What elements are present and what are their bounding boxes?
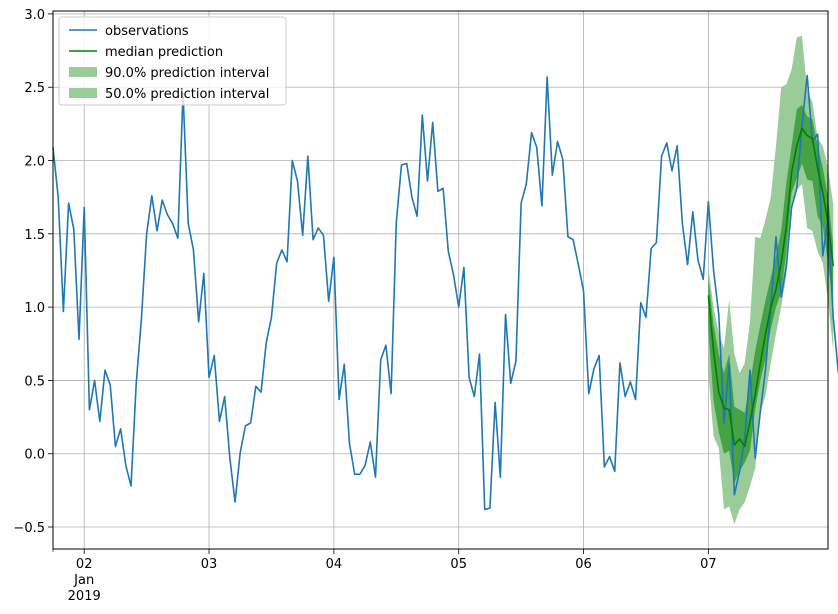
x-tick-label: 02 bbox=[76, 557, 93, 572]
median-prediction-line bbox=[707, 127, 835, 448]
legend-interval-90-label: 90.0% prediction interval bbox=[105, 66, 269, 81]
x-tick-label: 04 bbox=[326, 557, 343, 572]
legend-interval-50-label: 50.0% prediction interval bbox=[105, 87, 269, 102]
interval-50-band bbox=[708, 104, 834, 484]
observations-layer bbox=[52, 74, 838, 511]
y-tick-label: 1.0 bbox=[24, 301, 45, 316]
y-tick-label: 0.5 bbox=[24, 374, 45, 389]
y-tick-label: 2.0 bbox=[24, 155, 45, 170]
legend-observations-label: observations bbox=[105, 24, 189, 39]
x-tick-sublabel: Jan bbox=[73, 573, 94, 588]
median-layer bbox=[707, 127, 835, 448]
x-tick-sublabel: 2019 bbox=[68, 589, 101, 604]
y-tick-label: 1.5 bbox=[24, 228, 45, 243]
y-tick-label: 0.0 bbox=[24, 448, 45, 463]
legend: observations median prediction 90.0% pre… bbox=[58, 16, 287, 106]
y-tick-label: 3.0 bbox=[24, 8, 45, 23]
y-tick-label: −0.5 bbox=[13, 521, 45, 536]
x-tick-label: 05 bbox=[450, 557, 467, 572]
observations-line bbox=[52, 74, 838, 511]
gridlines bbox=[53, 11, 828, 549]
interval-50-layer bbox=[708, 104, 834, 484]
x-tick-label: 03 bbox=[201, 557, 218, 572]
legend-interval-50-swatch bbox=[69, 88, 97, 98]
legend-median-label: median prediction bbox=[105, 45, 223, 60]
axes-frame bbox=[52, 10, 829, 550]
legend-interval-90-swatch bbox=[69, 67, 97, 77]
legend-box bbox=[58, 16, 287, 106]
y-tick-label: 2.5 bbox=[24, 81, 45, 96]
x-tick-label: 06 bbox=[575, 557, 592, 572]
x-tick-label: 07 bbox=[700, 557, 717, 572]
